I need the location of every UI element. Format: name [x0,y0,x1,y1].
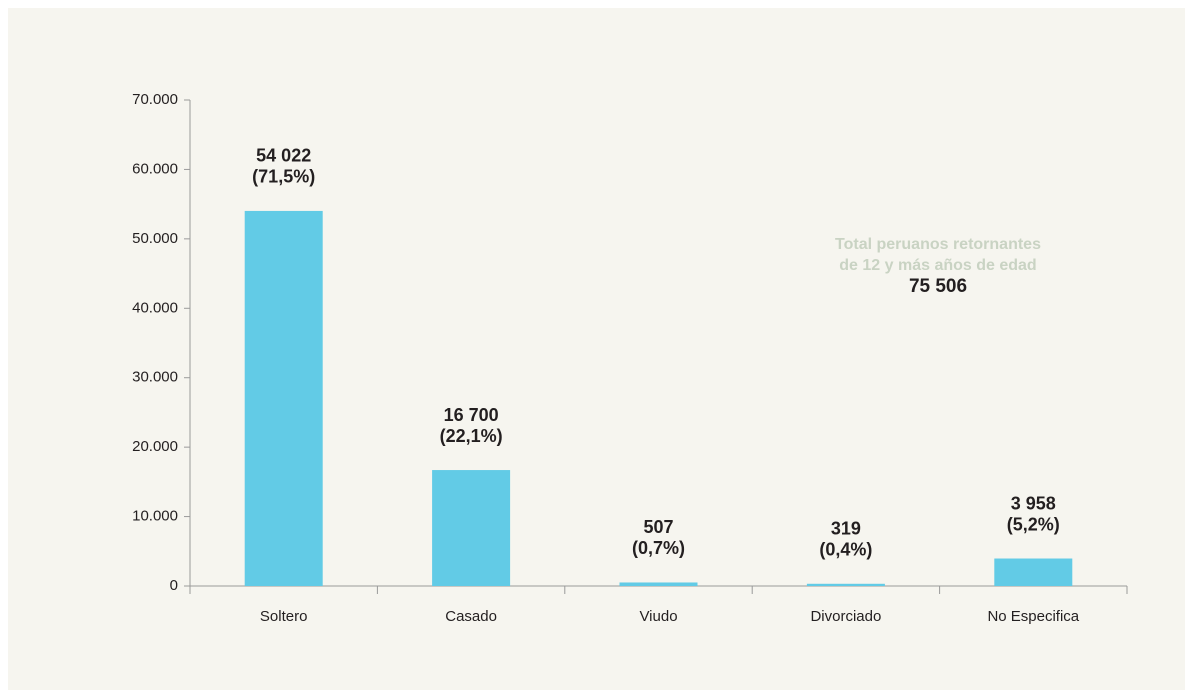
annotation-line: Total peruanos retornantes [835,236,1041,253]
percent-label: (5,2%) [1007,514,1060,534]
annotation-total: 75 506 [909,276,967,297]
percent-label: (22,1%) [440,426,503,446]
percent-label: (0,4%) [819,540,872,560]
bar [806,583,885,586]
value-label: 54 022 [256,146,311,166]
value-label: 16 700 [444,405,499,425]
x-tick-label: Soltero [260,608,308,625]
y-tick-label: 30.000 [132,369,178,386]
bar [619,582,698,586]
y-tick-label: 0 [170,577,178,594]
chart-background [8,8,1185,690]
annotation-line: de 12 y más años de edad [839,257,1036,274]
y-tick-label: 60.000 [132,160,178,177]
y-tick-label: 70.000 [132,91,178,108]
y-tick-label: 40.000 [132,299,178,316]
percent-label: (71,5%) [252,167,315,187]
x-tick-label: Divorciado [810,608,881,625]
y-tick-label: 10.000 [132,508,178,525]
bar [994,558,1073,586]
value-label: 3 958 [1011,493,1056,513]
value-label: 319 [831,519,861,539]
x-tick-label: Casado [445,608,497,625]
x-tick-label: Viudo [639,608,677,625]
bar [244,210,323,586]
bar [432,470,511,586]
value-label: 507 [643,517,673,537]
percent-label: (0,7%) [632,538,685,558]
y-tick-label: 20.000 [132,438,178,455]
y-tick-label: 50.000 [132,230,178,247]
x-tick-label: No Especifica [987,608,1079,625]
